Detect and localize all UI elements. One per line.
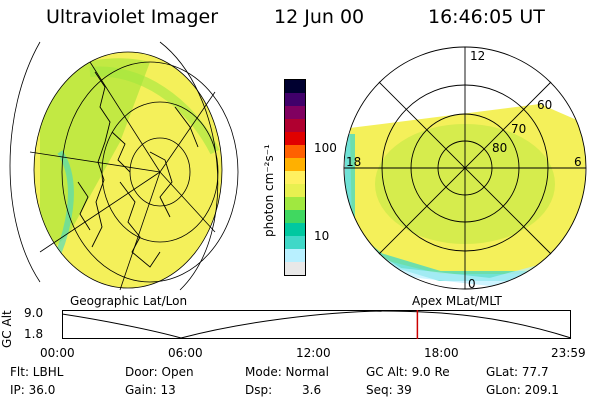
- colorbar-band: [285, 93, 305, 106]
- status-seq: Seq: 39: [366, 383, 412, 397]
- date-label: 12 Jun 00: [274, 6, 365, 28]
- colorbar-band: [285, 80, 305, 93]
- colorbar-band: [285, 236, 305, 249]
- colorbar-band: [285, 262, 305, 275]
- polar-grid: [343, 46, 587, 290]
- time-label: 16:46:05 UT: [428, 6, 545, 28]
- colorbar-band: [285, 145, 305, 158]
- mlt-label-right: 6: [574, 155, 582, 169]
- mlat-label-80: 80: [492, 141, 507, 155]
- colorbar-band: [285, 249, 305, 262]
- status-filter: Flt: LBHL: [10, 365, 64, 379]
- timeline-tick-4: 23:59: [551, 346, 586, 360]
- colorbar-band: [285, 197, 305, 210]
- colorbar-tick-10: 10: [314, 229, 330, 243]
- status-gc-alt: GC Alt: 9.0 Re: [366, 365, 450, 379]
- mlat-label-60: 60: [537, 98, 552, 112]
- colorbar-band: [285, 171, 305, 184]
- status-mode: Mode: Normal: [245, 365, 329, 379]
- app-title: Ultraviolet Imager: [46, 6, 219, 28]
- status-door: Door: Open: [125, 365, 194, 379]
- mlt-label-top: 12: [470, 49, 485, 63]
- timeline-ytop: 9.0: [24, 306, 44, 320]
- colorbar-band: [285, 184, 305, 197]
- colorbar-tick-100: 100: [314, 141, 337, 155]
- latlon-grid: [9, 41, 239, 291]
- colorbar-band: [285, 132, 305, 145]
- status-dsp-label: Dsp:: [245, 383, 273, 397]
- left-panel-caption: Geographic Lat/Lon: [70, 294, 188, 308]
- geographic-map: [9, 41, 239, 291]
- colorbar-band: [285, 119, 305, 132]
- right-panel-caption: Apex MLat/MLT: [412, 294, 502, 308]
- colorbar-band: [285, 158, 305, 171]
- timeline-tick-1: 06:00: [168, 346, 203, 360]
- mlat-mlt-polar-plot: 12 18 6 0 60 70 80: [343, 46, 587, 291]
- timeline-ylabel: GC Alt: [0, 310, 14, 348]
- status-glat: GLat: 77.7: [486, 365, 549, 379]
- colorbar: [284, 79, 306, 276]
- colorbar-band: [285, 210, 305, 223]
- timeline-ybottom: 1.8: [24, 327, 44, 341]
- timeline-tick-3: 18:00: [424, 346, 459, 360]
- altitude-timeline: [62, 310, 572, 339]
- colorbar-band: [285, 106, 305, 119]
- mlt-label-left: 18: [346, 155, 361, 169]
- colorbar-band: [285, 223, 305, 236]
- timeline-tick-2: 12:00: [296, 346, 331, 360]
- status-gain: Gain: 13: [125, 383, 176, 397]
- colorbar-unit-label: photon cm⁻²s⁻¹: [262, 144, 276, 237]
- mlat-label-70: 70: [511, 122, 526, 136]
- mlt-label-bottom: 0: [468, 277, 476, 291]
- status-glon: GLon: 209.1: [486, 383, 559, 397]
- status-ip: IP: 36.0: [10, 383, 56, 397]
- timeline-tick-0: 00:00: [40, 346, 75, 360]
- status-dsp-value: 3.6: [302, 383, 322, 397]
- altitude-curve: [62, 310, 572, 339]
